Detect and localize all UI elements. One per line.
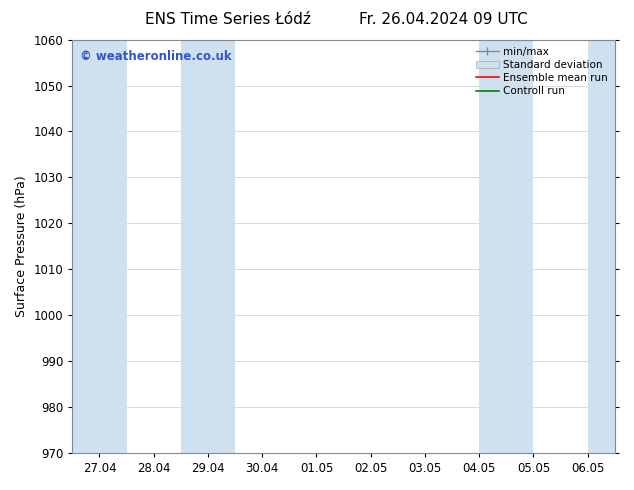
- Bar: [181, 40, 235, 453]
- Text: Fr. 26.04.2024 09 UTC: Fr. 26.04.2024 09 UTC: [359, 12, 528, 27]
- Text: © weatheronline.co.uk: © weatheronline.co.uk: [81, 50, 232, 63]
- Bar: [479, 40, 533, 453]
- Text: ENS Time Series Łódź: ENS Time Series Łódź: [145, 12, 311, 27]
- Legend: min/max, Standard deviation, Ensemble mean run, Controll run: min/max, Standard deviation, Ensemble me…: [474, 45, 610, 98]
- Bar: [72, 40, 127, 453]
- Y-axis label: Surface Pressure (hPa): Surface Pressure (hPa): [15, 175, 28, 317]
- Bar: [588, 40, 615, 453]
